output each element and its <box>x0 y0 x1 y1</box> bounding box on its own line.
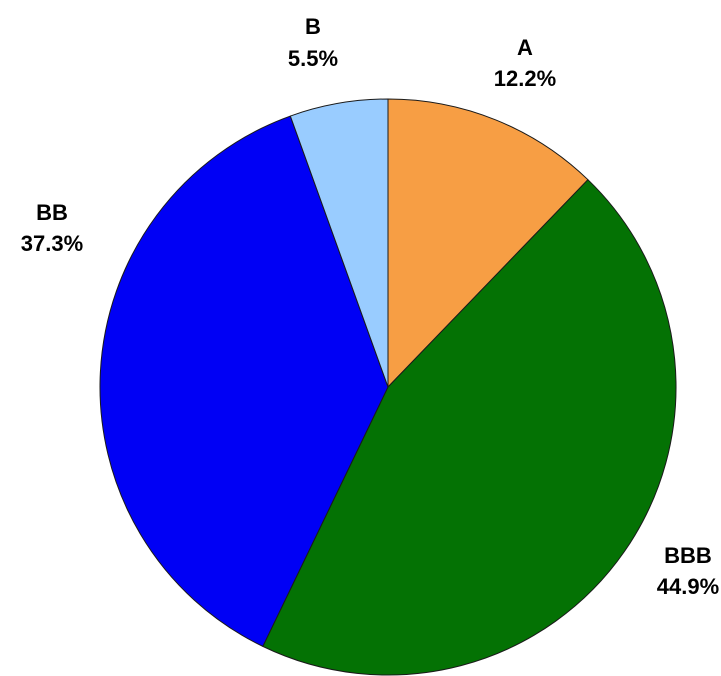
pie-slices <box>99 98 677 676</box>
slice-percent-bb: 37.3% <box>21 231 83 256</box>
pie-slice-a <box>387 98 589 388</box>
pie-slice-b <box>289 98 389 388</box>
pie-slice-bb <box>99 115 389 647</box>
slice-percent-bbb: 44.9% <box>657 574 719 599</box>
pie-labels: A 12.2% BBB 44.9% BB 37.3% B 5.5% <box>21 14 719 599</box>
slice-percent-b: 5.5% <box>288 46 338 71</box>
slice-label-bb: BB <box>36 200 68 225</box>
pie-slice-bbb <box>262 179 677 676</box>
slice-label-a: A <box>517 35 533 60</box>
slice-label-b: B <box>305 14 321 39</box>
slice-label-bbb: BBB <box>664 543 712 568</box>
slice-percent-a: 12.2% <box>494 66 556 91</box>
